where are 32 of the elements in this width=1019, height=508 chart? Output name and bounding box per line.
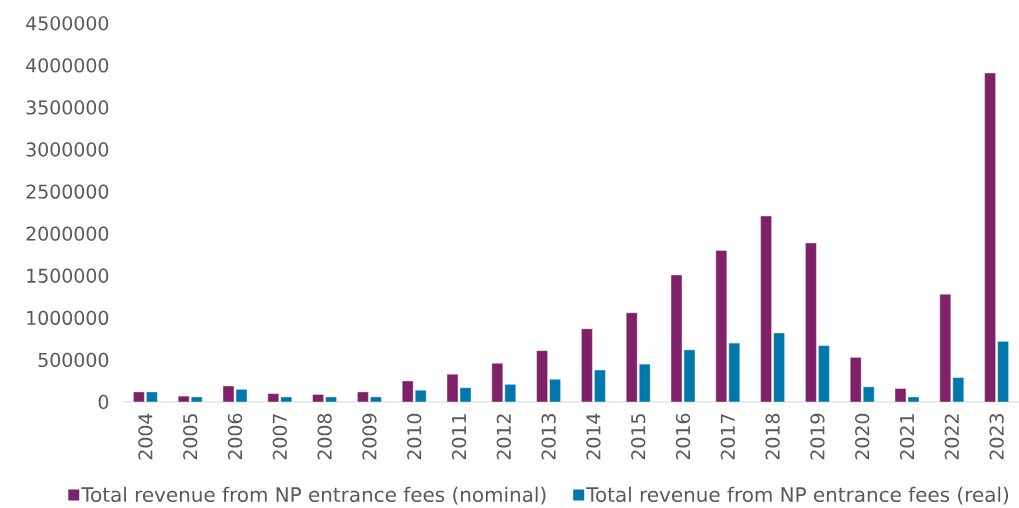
y-tick-label: 3500000	[26, 100, 109, 115]
y-tick-label: 3000000	[26, 142, 109, 157]
x-tick-label: 2013	[541, 414, 556, 460]
x-tick-label: 2015	[631, 414, 646, 460]
x-tick-label: 2018	[765, 413, 780, 460]
y-tick-label: 0	[98, 394, 109, 410]
legend-label: Total revenue from NP entrance fees (nominal)	[81, 486, 546, 505]
x-tick-label: 2019	[810, 413, 825, 460]
y-tick-label: 1500000	[27, 268, 109, 283]
y-tick-label: 2000000	[26, 226, 109, 241]
x-tick-label: 2017	[720, 414, 735, 460]
y-tick-label: 4000000	[26, 58, 109, 73]
y-tick-label: 4500000	[26, 16, 109, 31]
x-tick-label: 2008	[317, 413, 332, 460]
x-tick-label: 2012	[496, 414, 511, 460]
x-tick-label: 2014	[586, 413, 601, 460]
x-tick-label: 2009	[362, 413, 377, 460]
legend-label: Total revenue from NP entrance fees (real)	[586, 486, 1009, 505]
x-tick-label: 2006	[227, 413, 243, 460]
x-tick-label: 2023	[989, 414, 1004, 460]
x-tick-label: 2020	[855, 413, 870, 460]
y-tick-label: 2500000	[26, 184, 109, 199]
x-tick-label: 2004	[138, 413, 153, 460]
y-tick-label: 500000	[38, 352, 109, 368]
y-tick-label: 1000000	[27, 310, 109, 325]
x-tick-label: 2021	[899, 414, 915, 460]
x-tick-label: 2007	[272, 414, 287, 460]
x-tick-label: 2022	[944, 414, 959, 460]
x-tick-label: 2005	[183, 414, 198, 460]
x-tick-label: 2010	[407, 413, 422, 460]
x-tick-label: 2011	[451, 414, 467, 460]
x-tick-label: 2016	[675, 413, 691, 460]
